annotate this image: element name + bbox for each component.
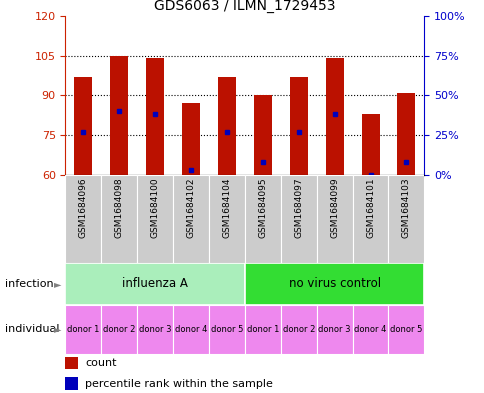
Bar xyxy=(65,357,78,369)
Bar xyxy=(244,305,280,354)
Bar xyxy=(65,305,101,354)
Text: no virus control: no virus control xyxy=(288,277,380,290)
Bar xyxy=(325,58,343,175)
Bar xyxy=(75,77,92,175)
Text: donor 3: donor 3 xyxy=(318,325,350,334)
Bar xyxy=(209,175,244,263)
Bar xyxy=(316,175,352,263)
Bar xyxy=(244,263,424,305)
Text: GSM1684103: GSM1684103 xyxy=(401,178,410,238)
Bar xyxy=(137,175,173,263)
Text: percentile rank within the sample: percentile rank within the sample xyxy=(85,378,272,389)
Bar xyxy=(361,114,378,175)
Text: GSM1684102: GSM1684102 xyxy=(186,178,195,238)
Bar xyxy=(209,305,244,354)
Text: GSM1684100: GSM1684100 xyxy=(151,178,159,238)
Text: GSM1684104: GSM1684104 xyxy=(222,178,231,238)
Text: count: count xyxy=(85,358,117,368)
Text: individual: individual xyxy=(5,324,59,334)
Bar xyxy=(182,103,200,175)
Text: donor 2: donor 2 xyxy=(282,325,314,334)
Bar xyxy=(173,305,209,354)
Text: donor 1: donor 1 xyxy=(246,325,278,334)
Text: donor 5: donor 5 xyxy=(390,325,422,334)
Text: influenza A: influenza A xyxy=(122,277,188,290)
Text: GSM1684099: GSM1684099 xyxy=(330,178,338,238)
Text: GSM1684101: GSM1684101 xyxy=(365,178,374,238)
Bar xyxy=(289,77,307,175)
Text: GSM1684096: GSM1684096 xyxy=(79,178,88,238)
Bar xyxy=(65,377,78,390)
Text: donor 4: donor 4 xyxy=(354,325,386,334)
Text: ►: ► xyxy=(54,324,61,334)
Title: GDS6063 / ILMN_1729453: GDS6063 / ILMN_1729453 xyxy=(154,0,335,13)
Text: donor 4: donor 4 xyxy=(175,325,207,334)
Bar xyxy=(65,263,244,305)
Bar xyxy=(388,305,424,354)
Bar xyxy=(101,305,137,354)
Text: ►: ► xyxy=(54,279,61,289)
Bar xyxy=(280,305,316,354)
Text: GSM1684097: GSM1684097 xyxy=(294,178,302,238)
Text: GSM1684098: GSM1684098 xyxy=(115,178,123,238)
Bar xyxy=(352,175,388,263)
Bar xyxy=(254,95,271,175)
Text: infection: infection xyxy=(5,279,53,289)
Bar xyxy=(137,305,173,354)
Text: donor 5: donor 5 xyxy=(211,325,242,334)
Bar xyxy=(397,93,414,175)
Bar xyxy=(218,77,235,175)
Bar xyxy=(173,175,209,263)
Bar xyxy=(280,175,316,263)
Bar xyxy=(388,175,424,263)
Text: donor 2: donor 2 xyxy=(103,325,135,334)
Bar xyxy=(65,175,101,263)
Bar xyxy=(352,305,388,354)
Bar xyxy=(101,175,137,263)
Text: donor 3: donor 3 xyxy=(138,325,171,334)
Text: GSM1684095: GSM1684095 xyxy=(258,178,267,238)
Bar xyxy=(316,305,352,354)
Bar xyxy=(110,55,128,175)
Bar xyxy=(244,175,280,263)
Bar xyxy=(146,58,164,175)
Text: donor 1: donor 1 xyxy=(67,325,99,334)
